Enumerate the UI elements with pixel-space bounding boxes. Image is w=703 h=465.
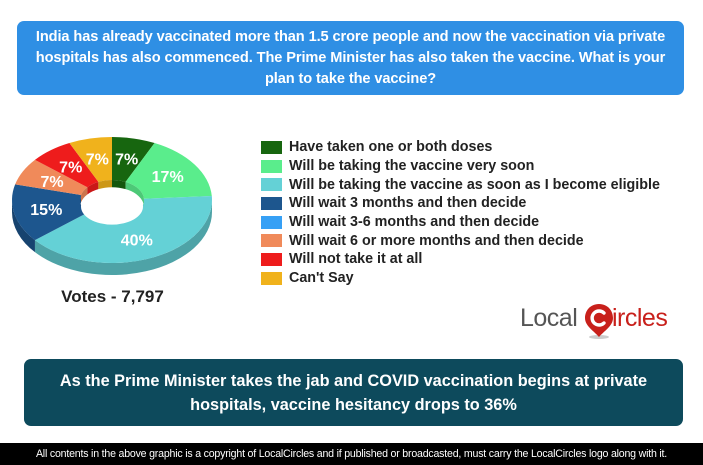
logo-text-ircles: ircles [612, 304, 668, 332]
legend-item: Will be taking the vaccine as soon as I … [261, 175, 660, 194]
question-banner: India has already vaccinated more than 1… [17, 21, 684, 95]
legend-item: Will not take it at all [261, 250, 660, 269]
legend-label: Will not take it at all [289, 251, 423, 268]
legend-item: Will be taking the vaccine very soon [261, 157, 660, 176]
donut-chart-svg: 7%17%40%15%7%7% 7% [11, 137, 213, 275]
legend-swatch [261, 140, 282, 154]
legend-label: Will be taking the vaccine very soon [289, 158, 535, 175]
legend-swatch [261, 178, 282, 192]
localcircles-logo: Local ircles [520, 300, 680, 340]
summary-text: As the Prime Minister takes the jab and … [59, 371, 648, 414]
legend-swatch [261, 159, 282, 173]
pie-slice [15, 159, 88, 196]
slice-label: 7% [59, 160, 82, 177]
question-text: India has already vaccinated more than 1… [35, 28, 666, 87]
legend-item: Will wait 3-6 months and then decide [261, 213, 660, 232]
legend-item: Have taken one or both doses [261, 138, 660, 157]
pie-slice [11, 184, 88, 241]
legend-swatch [261, 196, 282, 210]
legend-label: Have taken one or both doses [289, 139, 493, 156]
votes-count: Votes - 7,797 [61, 287, 164, 306]
legend-item: Will wait 6 or more months and then deci… [261, 231, 660, 250]
legend-label: Will wait 3 months and then decide [289, 195, 527, 212]
slice-label: 7% [86, 152, 109, 169]
slice-label: 15% [30, 202, 62, 219]
slice-label: 7% [40, 174, 63, 191]
legend-label: Can't Say [289, 270, 354, 287]
pie-slice [112, 137, 155, 182]
legend-swatch [261, 215, 282, 229]
legend-swatch [261, 271, 282, 285]
legend-label: Will wait 6 or more months and then deci… [289, 232, 584, 249]
location-pin-c-icon [585, 304, 613, 339]
legend-swatch [261, 252, 282, 266]
slice-label: 7% [115, 152, 138, 169]
pie-slice [125, 142, 212, 199]
legend-item: Can't Say [261, 269, 660, 288]
legend-swatch [261, 234, 282, 248]
logo-text-local: Local [520, 304, 578, 332]
legend-item: Will wait 3 months and then decide [261, 194, 660, 213]
chart-legend: Have taken one or both doses Will be taki… [261, 138, 660, 288]
copyright-footer: All contents in the above graphic is a c… [0, 443, 703, 465]
pie-slice [69, 137, 112, 182]
slice-label: 40% [121, 232, 153, 249]
slice-label: 17% [152, 169, 184, 186]
donut-chart: 7% 17% 40% 15% 7% 7% 7% [0, 130, 240, 280]
pie-slice [34, 196, 213, 264]
summary-banner: As the Prime Minister takes the jab and … [24, 359, 683, 426]
legend-label: Will wait 3-6 months and then decide [289, 214, 540, 231]
legend-label: Will be taking the vaccine as soon as I … [289, 176, 660, 193]
pie-slice [34, 142, 99, 188]
